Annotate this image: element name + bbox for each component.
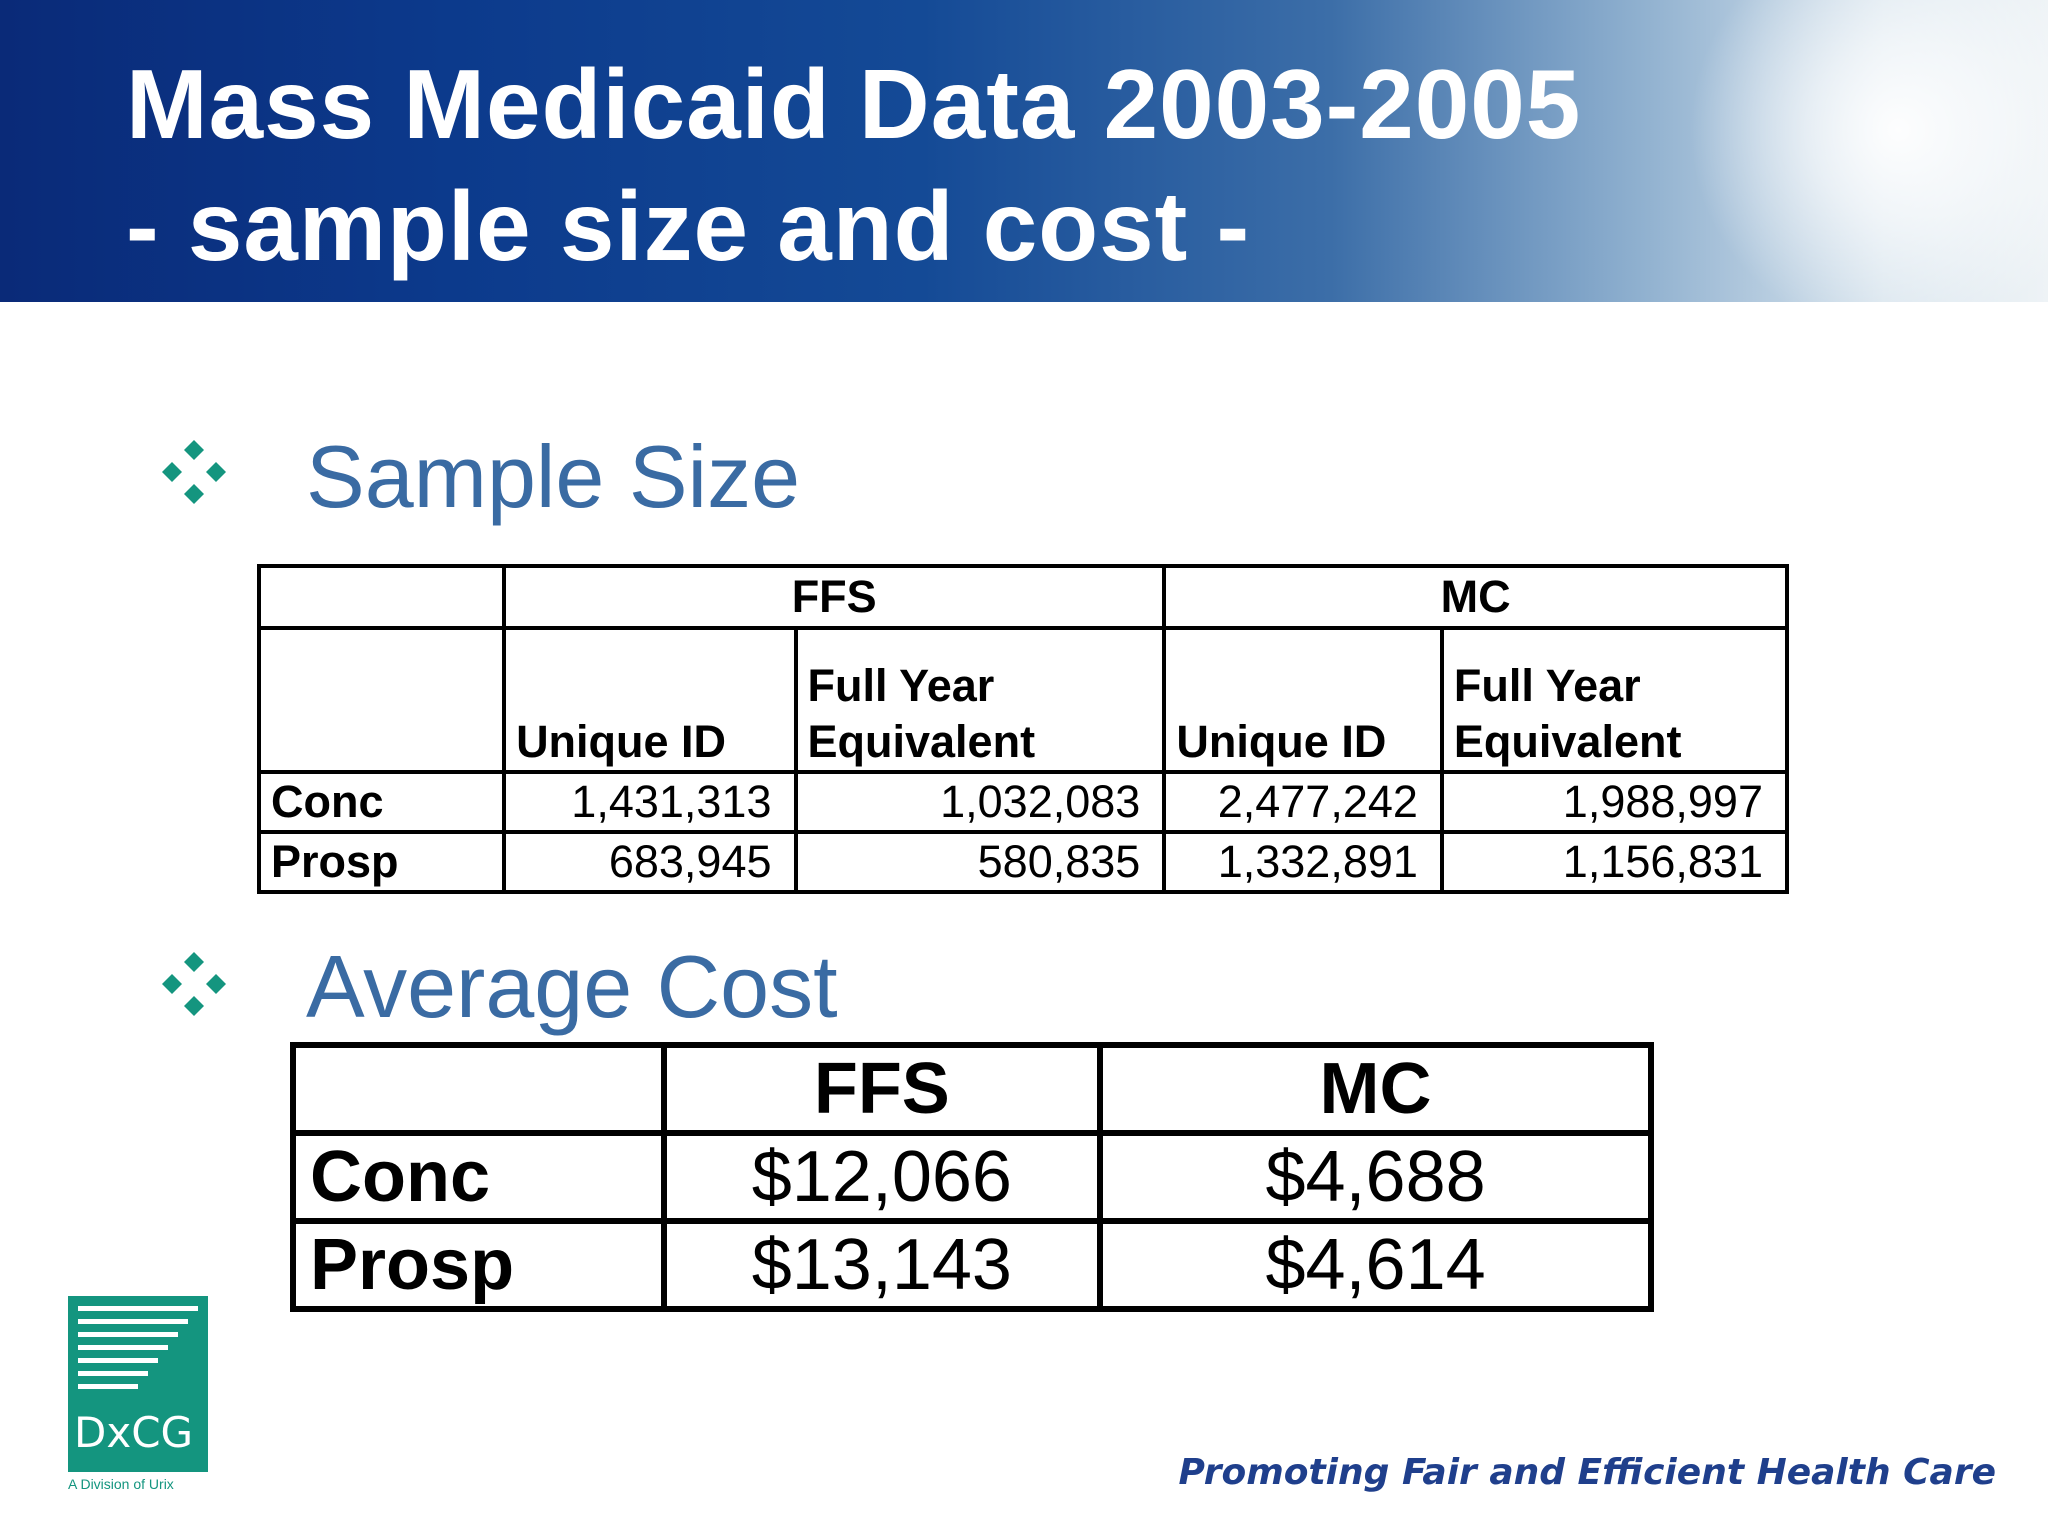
ffs-fye-line2: Equivalent (807, 716, 1036, 767)
ffs-unique-id-header: Unique ID (502, 626, 798, 774)
logo-brand-text: DxCG (74, 1408, 194, 1457)
row-label: Prosp (256, 830, 507, 894)
mc-full-year-header: Full Year Equivalent (1439, 626, 1790, 774)
ffs-fye-cell: 1,032,083 (793, 770, 1167, 834)
average-cost-table: FFS MC Conc $12,066 $4,688 Prosp $13,143… (290, 1042, 1654, 1312)
ffs-fye-line1: Full Year (807, 660, 995, 711)
mc-cost-cell: $4,688 (1097, 1130, 1654, 1224)
slide-title-line2: - sample size and cost - (126, 171, 1251, 281)
slide-title-line1: Mass Medicaid Data 2003-2005 (126, 49, 1582, 159)
table-header-row: FFS MC (256, 564, 1789, 630)
diamond-bullet-icon (162, 952, 226, 1016)
row-label: Prosp (290, 1218, 667, 1312)
logo-box: DxCG (68, 1296, 208, 1472)
mc-cost-cell: $4,614 (1097, 1218, 1654, 1312)
ffs-unique-cell: 1,431,313 (502, 770, 798, 834)
diamond-bullet-icon (162, 440, 226, 504)
title-banner: Mass Medicaid Data 2003-2005 - sample si… (0, 0, 2048, 302)
average-cost-heading: Average Cost (306, 937, 838, 1036)
mc-unique-cell: 2,477,242 (1162, 770, 1444, 834)
mc-fye-cell: 1,988,997 (1439, 770, 1790, 834)
logo-stripes (78, 1306, 198, 1397)
table-row: Conc 1,431,313 1,032,083 2,477,242 1,988… (256, 770, 1790, 834)
ffs-cost-cell: $13,143 (660, 1218, 1104, 1312)
ffs-header: FFS (660, 1042, 1104, 1136)
table-row: Prosp 683,945 580,835 1,332,891 1,156,83… (256, 830, 1790, 894)
table-header-row: FFS MC (290, 1042, 1654, 1136)
corner-cell (256, 564, 507, 630)
ffs-group-header: FFS (502, 564, 1167, 630)
ffs-full-year-header: Full Year Equivalent (793, 626, 1167, 774)
mc-unique-id-header: Unique ID (1162, 626, 1444, 774)
ffs-fye-cell: 580,835 (793, 830, 1167, 894)
table-subheader-row: Unique ID Full Year Equivalent Unique ID … (256, 626, 1790, 774)
mc-fye-cell: 1,156,831 (1439, 830, 1790, 894)
sample-size-heading: Sample Size (306, 427, 801, 526)
ffs-unique-cell: 683,945 (502, 830, 798, 894)
table-row: Prosp $13,143 $4,614 (290, 1218, 1654, 1312)
logo-subtitle: A Division of Urix (68, 1476, 174, 1492)
ffs-cost-cell: $12,066 (660, 1130, 1104, 1224)
banner-glow (1688, 0, 2048, 302)
dxcg-logo: DxCG A Division of Urix (68, 1296, 208, 1492)
footer-tagline: Promoting Fair and Efficient Health Care (1178, 1452, 1996, 1493)
table-row: Conc $12,066 $4,688 (290, 1130, 1654, 1224)
sample-size-table: FFS MC Unique ID Full Year Equivalent Uni… (256, 564, 1790, 894)
mc-fye-line1: Full Year (1453, 660, 1641, 711)
mc-group-header: MC (1162, 564, 1789, 630)
blank-subheader-cell (256, 626, 507, 774)
row-label: Conc (290, 1130, 667, 1224)
mc-header: MC (1097, 1042, 1654, 1136)
mc-unique-cell: 1,332,891 (1162, 830, 1444, 894)
mc-fye-line2: Equivalent (1453, 716, 1682, 767)
corner-cell (290, 1042, 667, 1136)
row-label: Conc (256, 770, 507, 834)
